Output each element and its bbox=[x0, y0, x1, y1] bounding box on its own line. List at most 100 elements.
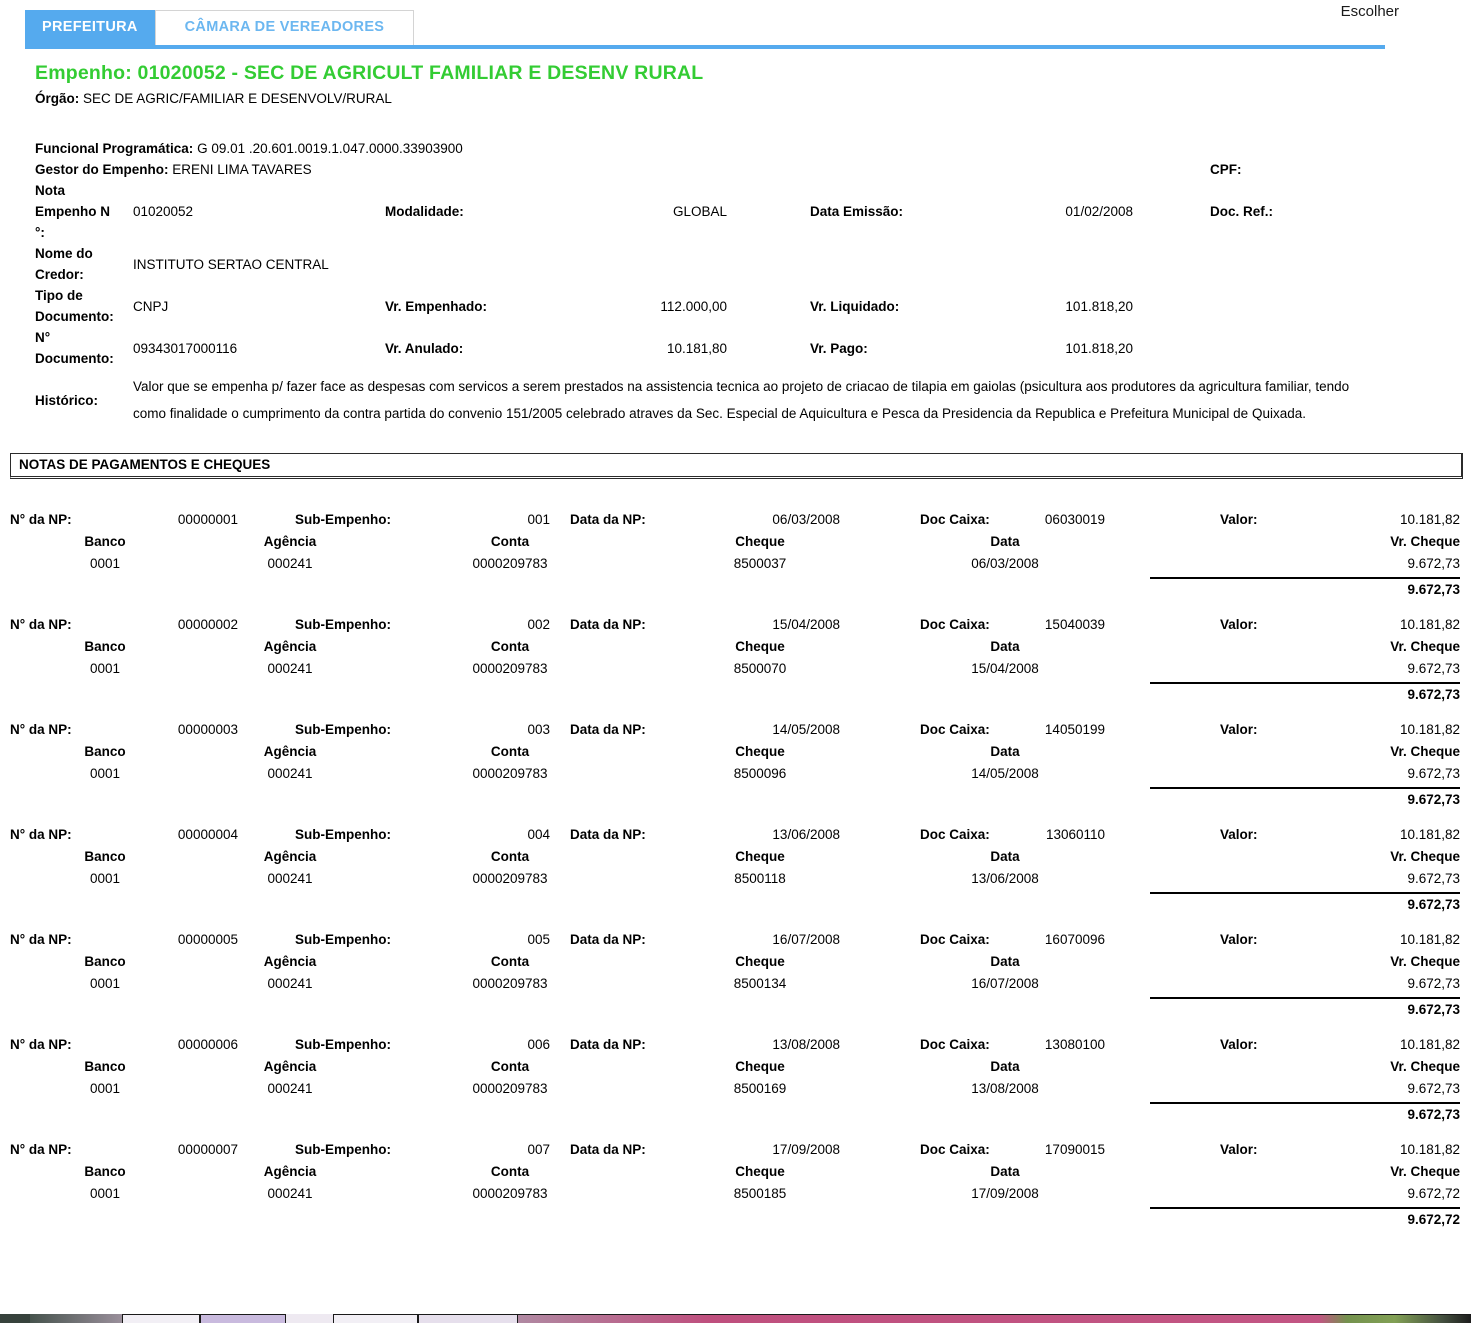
cheque-header: Cheque bbox=[735, 954, 785, 969]
sub-empenho-label: Sub-Empenho: bbox=[295, 722, 391, 737]
vr-cheque-value: 9.672,73 bbox=[1407, 661, 1460, 676]
data-np-label: Data da NP: bbox=[570, 932, 646, 947]
np-value: 00000005 bbox=[177, 932, 238, 947]
escolher-link[interactable]: Escolher bbox=[1340, 3, 1399, 20]
total-divider bbox=[1150, 1102, 1460, 1104]
vr-anulado-value: 10.181,80 bbox=[666, 340, 727, 356]
taskbar-window-button[interactable] bbox=[418, 1314, 518, 1323]
funcional-row: Funcional Programática: G 09.01 .20.601.… bbox=[35, 138, 1471, 159]
valor-label: Valor: bbox=[1220, 1142, 1258, 1157]
taskbar-window-button[interactable] bbox=[200, 1314, 286, 1323]
sub-empenho-value: 001 bbox=[527, 512, 550, 527]
cheque-value: 8500070 bbox=[733, 661, 787, 676]
payment-block: N° da NP: 00000003 Sub-Empenho: 003 Data… bbox=[10, 719, 1460, 810]
total-divider bbox=[1150, 577, 1460, 579]
np-value: 00000006 bbox=[177, 1037, 238, 1052]
block-total: 9.672,73 bbox=[1407, 1002, 1460, 1017]
np-value: 00000007 bbox=[177, 1142, 238, 1157]
gestor-row: Gestor do Empenho: ERENI LIMA TAVARES CP… bbox=[35, 159, 1471, 180]
valor-label: Valor: bbox=[1220, 617, 1258, 632]
data-np-label: Data da NP: bbox=[570, 827, 646, 842]
payment-block: N° da NP: 00000004 Sub-Empenho: 004 Data… bbox=[10, 824, 1460, 915]
taskbar-start-button[interactable] bbox=[0, 1314, 30, 1323]
data-value: 13/06/2008 bbox=[971, 871, 1039, 886]
banco-header: Banco bbox=[84, 1164, 126, 1179]
taskbar-window-button[interactable] bbox=[333, 1314, 418, 1323]
agencia-value: 000241 bbox=[267, 1081, 313, 1096]
doc-caixa-label: Doc Caixa: bbox=[920, 722, 990, 737]
data-value: 17/09/2008 bbox=[971, 1186, 1039, 1201]
taskbar-window-button[interactable] bbox=[122, 1314, 200, 1323]
banco-header: Banco bbox=[84, 849, 126, 864]
cheque-value: 8500118 bbox=[734, 871, 786, 886]
agencia-value: 000241 bbox=[267, 976, 313, 991]
conta-value: 0000209783 bbox=[472, 976, 548, 991]
data-np-label: Data da NP: bbox=[570, 512, 646, 527]
tipo-documento-row: Tipo de Documento: CNPJ Vr. Empenhado: 1… bbox=[35, 285, 1471, 327]
block-total: 9.672,73 bbox=[1407, 582, 1460, 597]
sub-empenho-label: Sub-Empenho: bbox=[295, 1142, 391, 1157]
tab-prefeitura[interactable]: PREFEITURA bbox=[25, 10, 155, 45]
modalidade-label: Modalidade: bbox=[385, 204, 464, 219]
valor-label: Valor: bbox=[1220, 827, 1258, 842]
data-value: 16/07/2008 bbox=[971, 976, 1039, 991]
data-np-value: 16/07/2008 bbox=[772, 932, 840, 947]
data-value: 06/03/2008 bbox=[971, 556, 1039, 571]
doc-caixa-value: 13060110 bbox=[1045, 827, 1105, 842]
banco-header: Banco bbox=[84, 534, 126, 549]
vr-cheque-value: 9.672,73 bbox=[1407, 766, 1460, 781]
agencia-value: 000241 bbox=[267, 871, 313, 886]
total-divider bbox=[1150, 682, 1460, 684]
historico-value: Valor que se empenha p/ fazer face as de… bbox=[133, 379, 1350, 421]
sub-empenho-value: 002 bbox=[527, 617, 550, 632]
doc-caixa-value: 13080100 bbox=[1044, 1037, 1105, 1052]
vr-empenhado-value: 112.000,00 bbox=[660, 298, 727, 314]
block-total: 9.672,73 bbox=[1407, 687, 1460, 702]
sub-empenho-label: Sub-Empenho: bbox=[295, 827, 391, 842]
vr-cheque-value: 9.672,73 bbox=[1407, 556, 1460, 571]
payment-block: N° da NP: 00000005 Sub-Empenho: 005 Data… bbox=[10, 929, 1460, 1020]
doc-caixa-value: 06030019 bbox=[1044, 512, 1105, 527]
data-emissao-label: Data Emissão: bbox=[810, 204, 904, 219]
vr-cheque-header: Vr. Cheque bbox=[1390, 1164, 1460, 1179]
np-label: N° da NP: bbox=[10, 932, 72, 947]
banco-value: 0001 bbox=[89, 661, 121, 676]
valor-label: Valor: bbox=[1220, 722, 1258, 737]
vr-cheque-header: Vr. Cheque bbox=[1390, 954, 1460, 969]
data-np-label: Data da NP: bbox=[570, 1142, 646, 1157]
cheque-header: Cheque bbox=[735, 849, 785, 864]
cpf-label: CPF: bbox=[1210, 162, 1242, 177]
conta-value: 0000209783 bbox=[472, 1186, 548, 1201]
doc-caixa-label: Doc Caixa: bbox=[920, 1142, 990, 1157]
data-header: Data bbox=[990, 744, 1020, 759]
data-header: Data bbox=[990, 1164, 1020, 1179]
tab-camara-de-vereadores[interactable]: CÂMARA DE VEREADORES bbox=[154, 10, 415, 45]
vr-pago-label: Vr. Pago: bbox=[810, 340, 868, 356]
vr-cheque-header: Vr. Cheque bbox=[1390, 1059, 1460, 1074]
conta-value: 0000209783 bbox=[472, 766, 548, 781]
agencia-header: Agência bbox=[263, 849, 317, 864]
data-value: 13/08/2008 bbox=[971, 1081, 1039, 1096]
doc-caixa-value: 16070096 bbox=[1044, 932, 1105, 947]
data-header: Data bbox=[990, 639, 1020, 654]
np-value: 00000001 bbox=[177, 512, 238, 527]
orgao-label: Órgão: bbox=[35, 91, 80, 106]
cheque-header: Cheque bbox=[735, 1164, 785, 1179]
banco-header: Banco bbox=[84, 744, 126, 759]
tab-bar: PREFEITURA CÂMARA DE VEREADORES bbox=[0, 10, 1471, 45]
valor-value: 10.181,82 bbox=[1399, 932, 1460, 947]
cheque-value: 8500185 bbox=[733, 1186, 787, 1201]
np-label: N° da NP: bbox=[10, 1142, 72, 1157]
agencia-header: Agência bbox=[263, 1164, 317, 1179]
banco-value: 0001 bbox=[89, 1186, 121, 1201]
conta-value: 0000209783 bbox=[472, 556, 548, 571]
historico-row: Histórico: Valor que se empenha p/ fazer… bbox=[35, 373, 1471, 427]
data-np-value: 17/09/2008 bbox=[772, 1142, 840, 1157]
vr-empenhado-label: Vr. Empenhado: bbox=[385, 298, 488, 314]
block-total: 9.672,73 bbox=[1407, 1107, 1460, 1122]
conta-header: Conta bbox=[490, 849, 530, 864]
agencia-header: Agência bbox=[263, 744, 317, 759]
orgao-row: Órgão: SEC DE AGRIC/FAMILIAR E DESENVOLV… bbox=[35, 91, 1471, 106]
credor-row: Nome do Credor: INSTITUTO SERTAO CENTRAL bbox=[35, 243, 1471, 285]
vr-cheque-value: 9.672,72 bbox=[1407, 1186, 1460, 1201]
